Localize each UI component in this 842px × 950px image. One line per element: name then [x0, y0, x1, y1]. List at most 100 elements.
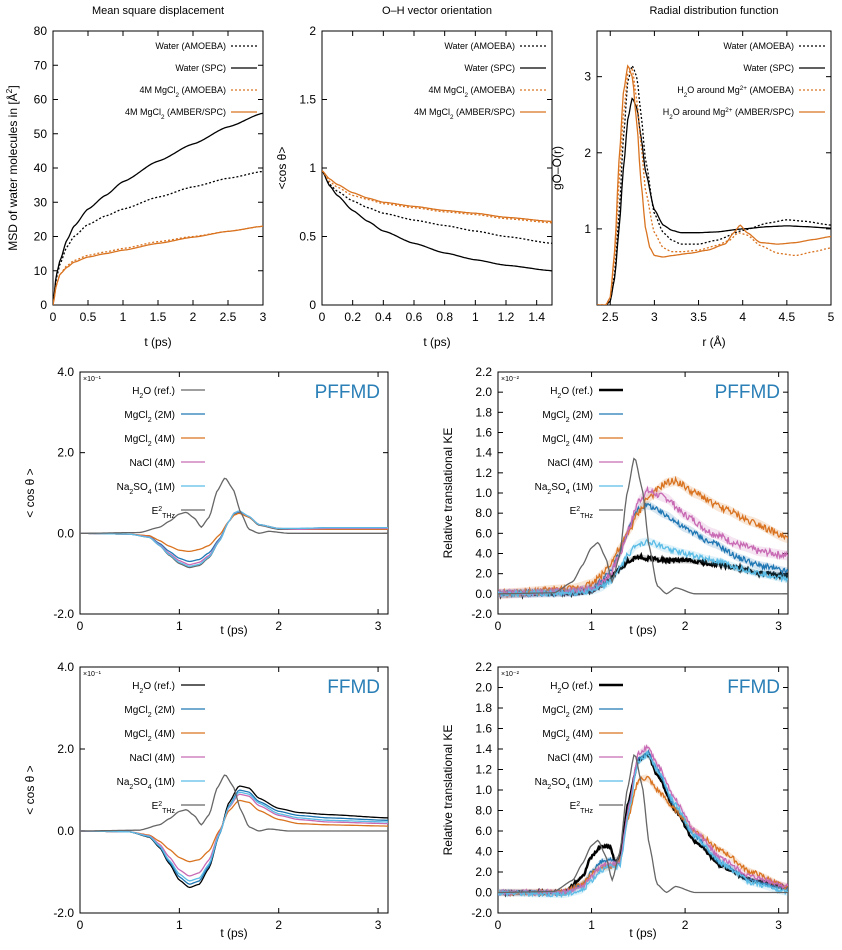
plot-frame [52, 30, 264, 306]
legend-label: Na2SO4 (1M) [117, 777, 175, 791]
legend-label: 4M MgCl2 (AMOEBA) [139, 85, 226, 99]
legend-label: 4M MgCl2 (AMOEBA) [428, 85, 515, 99]
y-tick-label: 6.0 [475, 526, 492, 540]
series-group [53, 112, 263, 305]
y-tick-label: 60 [34, 93, 48, 107]
y-tick-label: 2 [584, 146, 591, 160]
series-line [322, 170, 552, 244]
series-band [498, 475, 788, 599]
legend-label: NaCl (4M) [547, 753, 593, 764]
y-axis-label: <cos θ> [275, 147, 289, 190]
x-tick-label: 1 [588, 619, 595, 633]
legend-label: MgCl2 (2M) [542, 410, 593, 424]
x-axis-label: t (ps) [220, 623, 247, 637]
y-tick-label: 1.0 [475, 783, 492, 797]
legend-label: Na2SO4 (1M) [117, 482, 175, 496]
legend-label: 4M MgCl2 (AMBER/SPC) [414, 107, 515, 121]
y-tick-label: 2.2 [475, 660, 492, 674]
series-line [597, 68, 831, 305]
axis-multiplier: ×10⁻¹ [83, 671, 102, 678]
x-tick-label: 0.8 [436, 310, 453, 324]
legend-label: E2THz [570, 801, 594, 815]
x-tick-label: 3 [260, 310, 267, 324]
legend-label: E2THz [152, 506, 176, 520]
y-tick-label: 4.0 [57, 365, 74, 379]
plot-frame [79, 666, 389, 914]
x-axis-label: t (ps) [629, 926, 656, 940]
y-tick-label: 1 [584, 222, 591, 236]
legend-label: MgCl2 (4M) [124, 729, 175, 743]
x-tick-label: 3 [775, 918, 782, 932]
chart-title: Radial distribution function [649, 5, 778, 17]
legend-label: MgCl2 (4M) [542, 434, 593, 448]
y-tick-label: 10 [34, 264, 48, 278]
plot-frame [596, 30, 832, 306]
x-axis-label: t (ps) [629, 623, 656, 637]
x-tick-label: 2 [275, 918, 282, 932]
y-tick-label: 2 [309, 24, 316, 38]
legend-label: H2O around Mg2+ (AMBER/SPC) [663, 107, 794, 121]
y-tick-label: 1.4 [475, 742, 492, 756]
series-line [80, 774, 388, 832]
x-tick-label: 3 [775, 619, 782, 633]
y-tick-label: 1.4 [475, 446, 492, 460]
y-axis-label: Relative translational KE [441, 725, 455, 856]
chart-ff_ke: FFMD 0 1 2 3 -2.0 0.0 2.0 4.0 6.0 8.0 1.0 1.2 1.4 1.6 1… [441, 660, 789, 940]
y-tick-label: 4.0 [475, 547, 492, 561]
legend-label: MgCl2 (4M) [542, 729, 593, 743]
legend-label: NaCl (4M) [129, 753, 175, 764]
series-line [597, 64, 831, 305]
series-band [498, 486, 788, 599]
x-tick-label: 0 [77, 918, 84, 932]
series-line [322, 170, 552, 272]
x-tick-label: 1 [588, 918, 595, 932]
x-axis-label: t (ps) [220, 926, 247, 940]
chart-title: PFFMD [315, 382, 380, 403]
chart-rdf: Radial distribution function 2.5 3 3.5 4 4.5 5… [550, 5, 835, 349]
chart-title: Mean square displacement [92, 5, 224, 17]
series-line [322, 170, 552, 223]
y-tick-label: 70 [34, 58, 48, 72]
legend-label: H2O (ref.) [132, 386, 175, 400]
chart-title: FFMD [727, 677, 780, 698]
y-tick-label: 30 [34, 195, 48, 209]
x-axis-label: t (ps) [423, 335, 450, 349]
y-tick-label: 20 [34, 230, 48, 244]
series-band [498, 501, 788, 599]
series-group [80, 477, 388, 569]
x-tick-label: 0 [495, 918, 502, 932]
series-line [498, 750, 788, 899]
x-tick-label: 3 [375, 619, 382, 633]
series-line [597, 64, 831, 305]
series-line [80, 477, 388, 534]
legend-label: E2THz [152, 801, 176, 815]
y-tick-label: 4.0 [57, 660, 74, 674]
x-tick-label: 4.5 [779, 310, 796, 324]
series-group [498, 743, 788, 899]
series-line [498, 775, 788, 898]
y-tick-label: 1 [309, 161, 316, 175]
y-tick-label: 1.6 [475, 426, 492, 440]
series-line [322, 170, 552, 224]
chart-pff_cos: PFFMD 0 1 2 3 -2.0 0.0 2.0 4.0 ×10⁻¹ t (ps) < cos θ… [23, 365, 389, 637]
x-tick-label: 2.5 [220, 310, 237, 324]
y-tick-label: 1.8 [475, 701, 492, 715]
x-tick-label: 0 [50, 310, 57, 324]
y-axis-label: gO–O(r) [550, 146, 564, 190]
legend-label: MgCl2 (2M) [124, 410, 175, 424]
legend-label: Na2SO4 (1M) [535, 482, 593, 496]
series-line [498, 538, 788, 598]
y-tick-label: 3 [584, 70, 591, 84]
y-tick-label: 1.2 [475, 466, 492, 480]
y-axis-label: MSD of water molecules in [Å2] [4, 85, 20, 250]
series-line [80, 789, 388, 885]
y-tick-label: 1.6 [475, 722, 492, 736]
legend-label: Na2SO4 (1M) [535, 777, 593, 791]
x-tick-label: 3.5 [690, 310, 707, 324]
series-line [53, 112, 263, 305]
y-tick-label: 0 [40, 298, 47, 312]
y-axis-label: < cos θ > [23, 468, 37, 517]
y-tick-label: 2.0 [475, 865, 492, 879]
y-tick-label: 50 [34, 127, 48, 141]
